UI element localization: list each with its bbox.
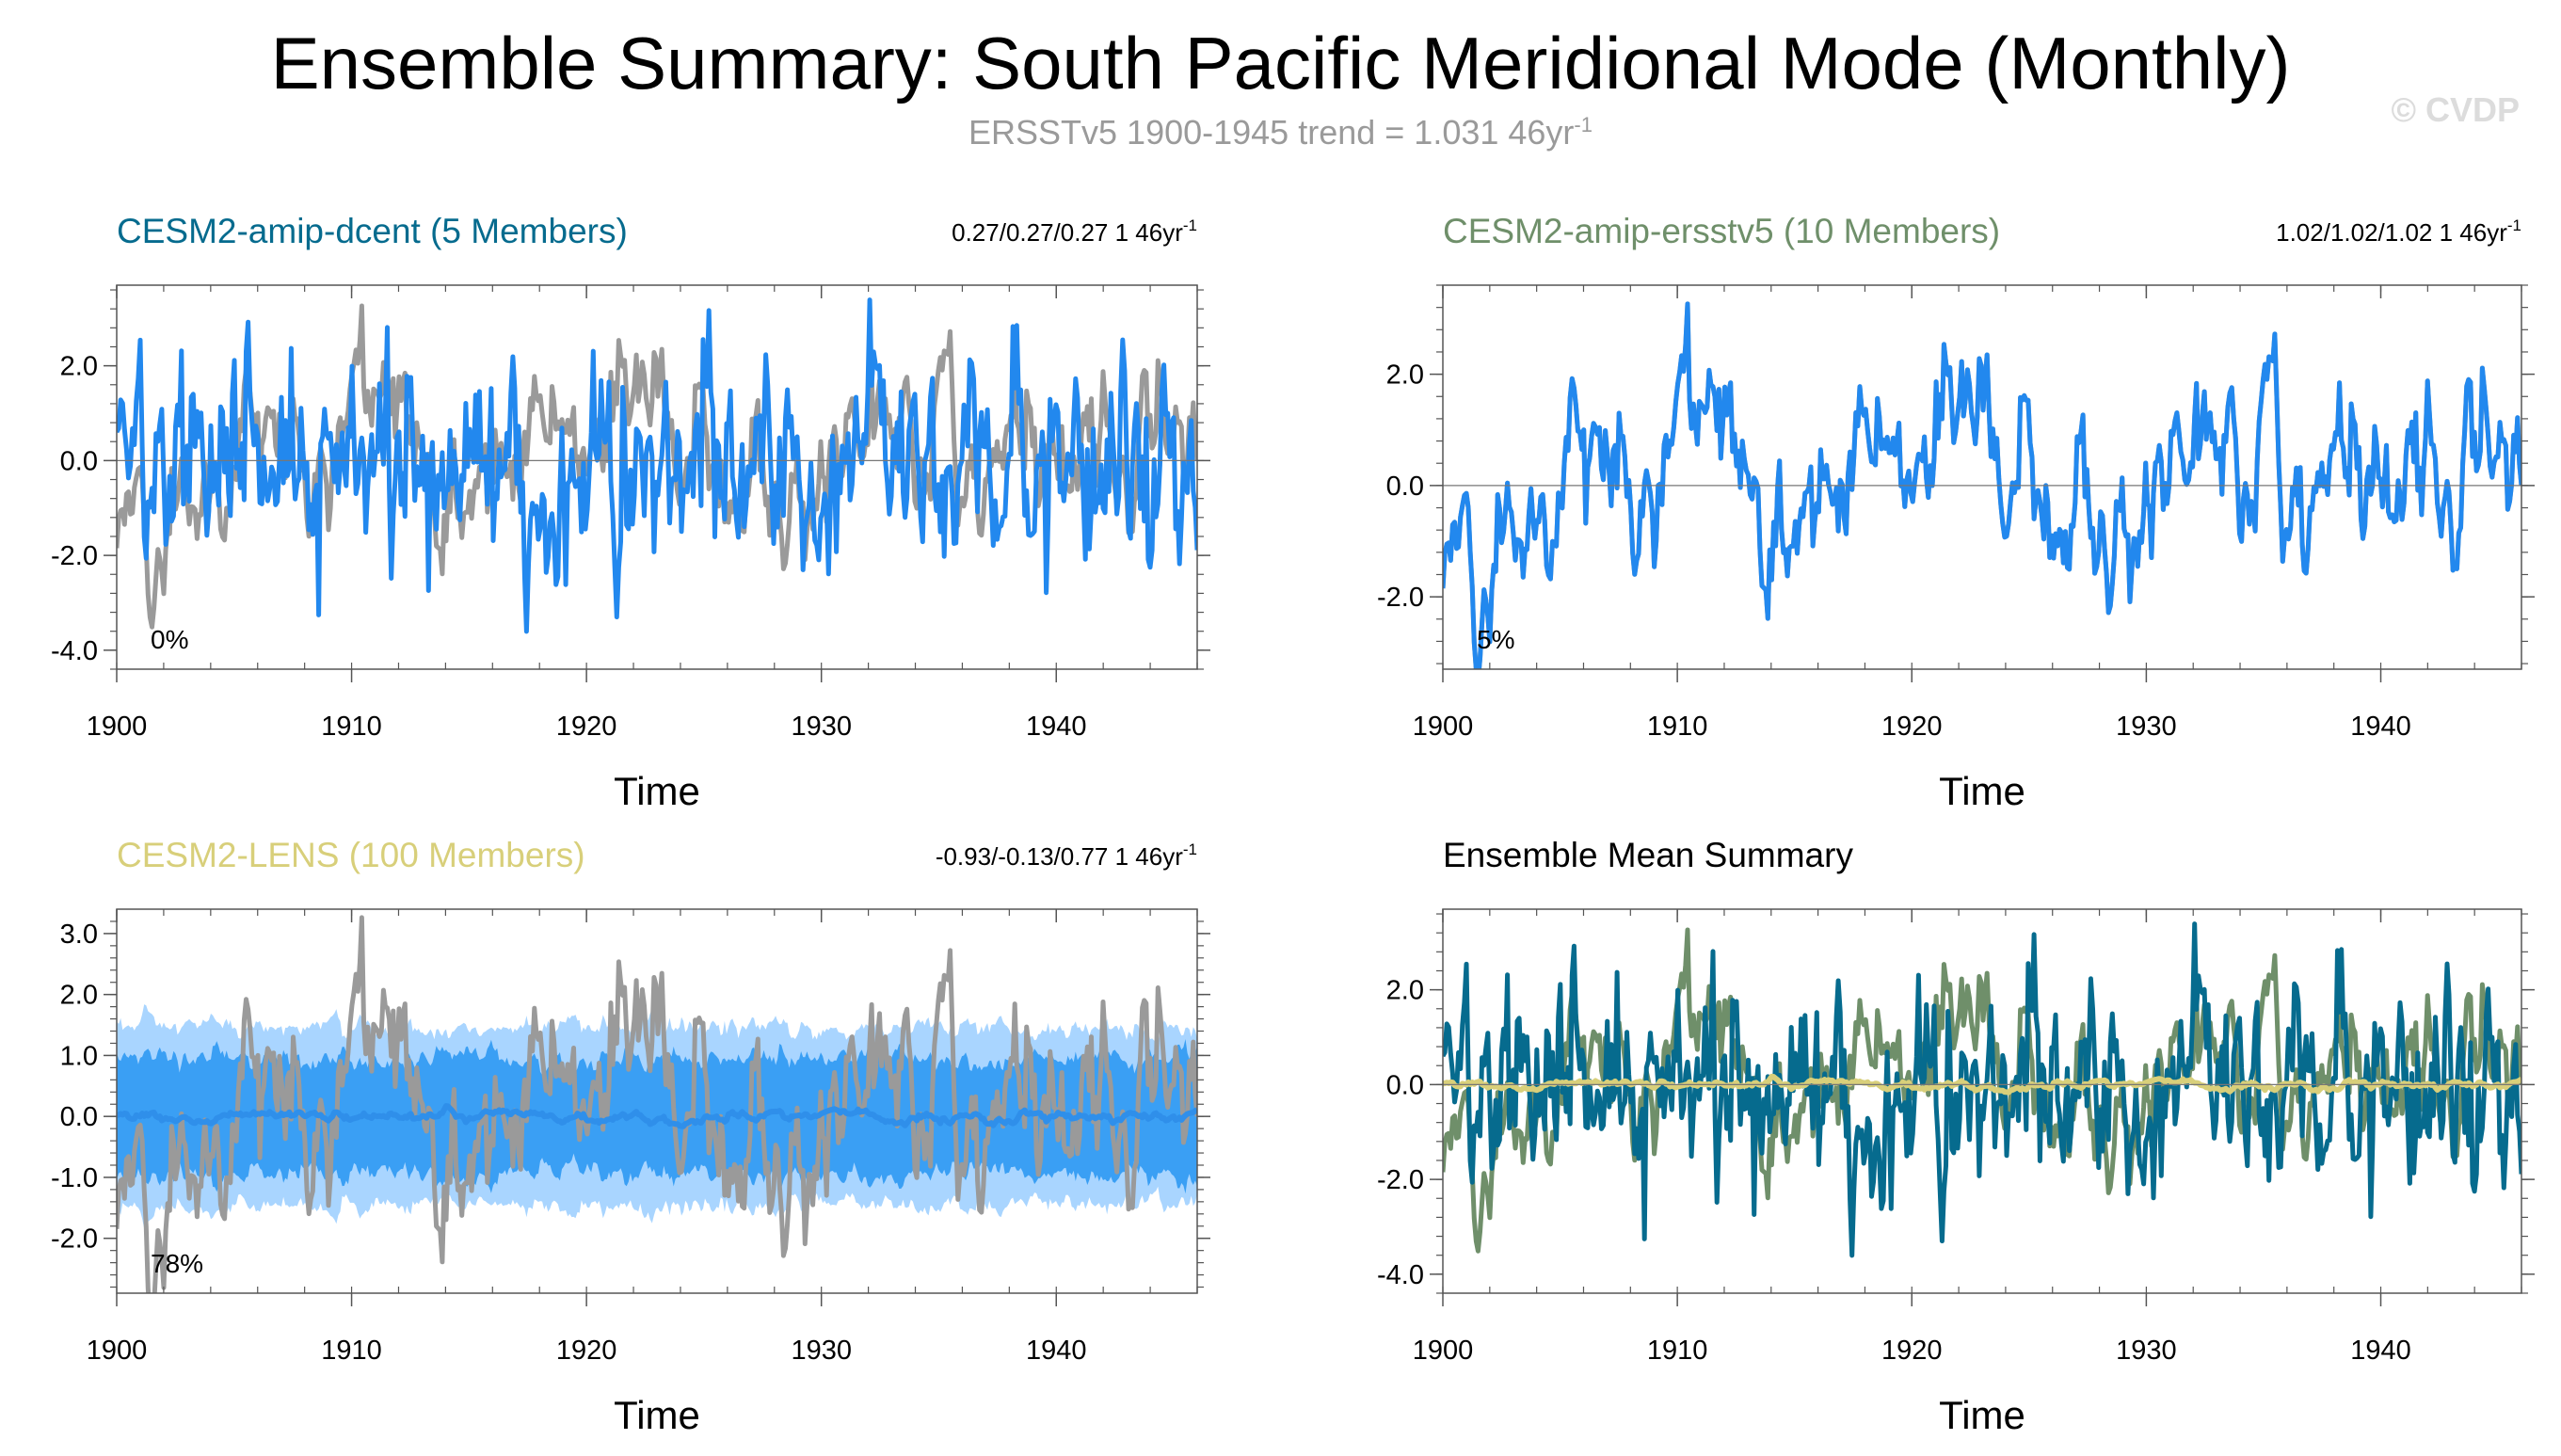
series-line-cesm2-lens	[1443, 1073, 2521, 1096]
x-tick-label: 1900	[1413, 712, 1474, 742]
subtitle-exponent: -1	[1574, 113, 1593, 136]
y-tick-label: -2.0	[1377, 583, 1424, 613]
stats-value: -0.93/-0.13/0.77 1 46yr	[936, 842, 1183, 871]
panel-title: CESM2-LENS (100 Members)	[117, 836, 585, 874]
series-line-cesm2-amip-dcent	[1443, 921, 2521, 1258]
x-tick-label: 1910	[321, 1336, 382, 1366]
figure-title: Ensemble Summary: South Pacific Meridion…	[270, 22, 2291, 104]
stats-exponent: -1	[1183, 216, 1197, 234]
stats-exponent: -1	[1183, 840, 1197, 858]
y-tick-label: -4.0	[51, 636, 98, 666]
x-axis-label: Time	[614, 769, 700, 813]
y-tick-label: -1.0	[51, 1163, 98, 1193]
plot-series-group	[1443, 301, 2521, 669]
x-axis-label: Time	[1939, 769, 2025, 813]
plot-series-group	[117, 297, 1197, 634]
x-tick-label: 1920	[556, 712, 617, 742]
percent-label: 5%	[1477, 625, 1514, 654]
x-tick-label: 1910	[1647, 1336, 1708, 1366]
series-line-cesm2-amip-ersstv5	[1443, 927, 2521, 1254]
x-tick-label: 1940	[2350, 1336, 2411, 1366]
plot-frame	[116, 908, 1198, 1294]
subtitle-text: ERSSTv5 1900-1945 trend = 1.031 46yr	[968, 113, 1575, 152]
panel-stats: 1.02/1.02/1.02 1 46yr-1	[2276, 216, 2521, 247]
y-tick-label: 2.0	[1386, 360, 1424, 391]
y-tick-label: 2.0	[1386, 976, 1424, 1006]
panel-stats: -0.93/-0.13/0.77 1 46yr-1	[936, 840, 1197, 871]
x-tick-label: 1930	[2116, 712, 2177, 742]
cvdp-watermark: © CVDP	[2391, 90, 2520, 129]
y-tick-label: 0.0	[1386, 1070, 1424, 1100]
y-tick-label: -2.0	[51, 541, 98, 571]
series-line-ersstv5	[117, 915, 1197, 1293]
panel-stats: 0.27/0.27/0.27 1 46yr-1	[952, 216, 1197, 247]
plot-frame	[1442, 284, 2522, 670]
x-tick-label: 1930	[791, 1336, 852, 1366]
x-axis-label: Time	[614, 1393, 700, 1437]
plot-frame	[1442, 908, 2522, 1294]
y-tick-label: -4.0	[1377, 1260, 1424, 1290]
plot-frame	[116, 284, 1198, 670]
y-tick-label: 0.0	[60, 1102, 98, 1132]
x-tick-label: 1910	[1647, 712, 1708, 742]
x-tick-label: 1920	[1881, 1336, 1943, 1366]
y-tick-label: 0.0	[60, 446, 98, 476]
percent-label: 0%	[151, 625, 188, 654]
x-tick-label: 1930	[2116, 1336, 2177, 1366]
stats-value: 0.27/0.27/0.27 1 46yr	[952, 218, 1183, 247]
y-tick-label: 3.0	[60, 920, 98, 950]
x-tick-label: 1930	[791, 712, 852, 742]
y-tick-label: 2.0	[60, 981, 98, 1011]
x-tick-label: 1940	[1026, 712, 1087, 742]
panel-title: Ensemble Mean Summary	[1443, 836, 1853, 874]
x-tick-label: 1900	[87, 1336, 148, 1366]
y-tick-label: 1.0	[60, 1041, 98, 1071]
figure-subtitle: ERSSTv5 1900-1945 trend = 1.031 46yr-1	[0, 113, 2561, 152]
panel-title: CESM2-amip-dcent (5 Members)	[117, 212, 628, 250]
series-line-cesm2-amip-dcent	[117, 297, 1197, 634]
series-line-cesm2-lens-mean	[117, 1103, 1197, 1129]
stats-value: 1.02/1.02/1.02 1 46yr	[2276, 218, 2507, 247]
stats-exponent: -1	[2507, 216, 2521, 234]
x-tick-label: 1900	[1413, 1336, 1474, 1366]
x-tick-label: 1940	[2350, 712, 2411, 742]
plot-series-group	[117, 915, 1197, 1293]
x-tick-label: 1900	[87, 712, 148, 742]
y-tick-label: 2.0	[60, 352, 98, 382]
y-tick-label: 0.0	[1386, 472, 1424, 502]
x-tick-label: 1920	[556, 1336, 617, 1366]
percent-label: 78%	[151, 1249, 203, 1278]
y-tick-label: -2.0	[51, 1224, 98, 1255]
x-tick-label: 1940	[1026, 1336, 1087, 1366]
series-line-ersstv5	[117, 303, 1197, 630]
series-line-cesm2-amip-ersstv5	[1443, 301, 2521, 669]
y-tick-label: -2.0	[1377, 1165, 1424, 1195]
x-axis-label: Time	[1939, 1393, 2025, 1437]
panel-title: CESM2-amip-ersstv5 (10 Members)	[1443, 212, 2000, 250]
x-tick-label: 1920	[1881, 712, 1943, 742]
plot-series-group	[1443, 921, 2521, 1258]
x-tick-label: 1910	[321, 712, 382, 742]
